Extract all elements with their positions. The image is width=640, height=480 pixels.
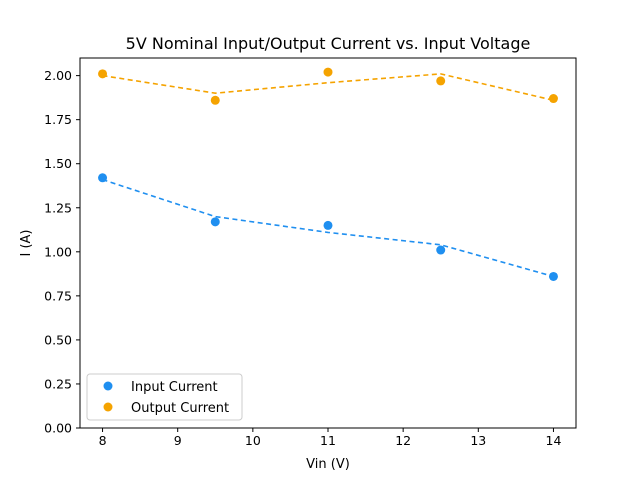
data-point-output-current — [323, 67, 333, 77]
y-tick-label: 0.25 — [44, 376, 72, 391]
legend-label-output-current: Output Current — [131, 401, 229, 416]
legend-label-input-current: Input Current — [131, 380, 218, 395]
data-point-input-current — [323, 220, 333, 230]
y-tick-label: 0.00 — [44, 421, 72, 436]
x-axis-label: Vin (V) — [306, 457, 350, 472]
data-point-input-current — [210, 217, 220, 227]
legend-box — [86, 373, 243, 421]
data-point-output-current — [98, 69, 108, 79]
y-tick-label: 0.75 — [44, 288, 72, 303]
data-point-output-current — [548, 94, 558, 104]
plot-area — [98, 67, 558, 281]
legend-marker-output-current — [103, 402, 113, 412]
x-tick-label: 12 — [395, 433, 411, 448]
fit-line-input-current — [102, 178, 554, 278]
plot-frame — [79, 57, 577, 429]
y-tick-label: 1.00 — [44, 244, 72, 259]
y-tick-label: 1.50 — [44, 156, 72, 171]
chart-title: 5V Nominal Input/Output Current vs. Inpu… — [126, 34, 531, 53]
y-tick-label: 1.25 — [44, 200, 72, 215]
x-tick-label: 13 — [470, 433, 486, 448]
x-tick-label: 14 — [546, 433, 562, 448]
y-tick-label: 0.50 — [44, 332, 72, 347]
x-tick-label: 9 — [174, 433, 182, 448]
x-tick-label: 10 — [245, 433, 261, 448]
y-tick-label: 2.00 — [44, 68, 72, 83]
axis-ticks: 8 9 10 11 12 13 14 0.00 0.25 0.50 0.75 1.00 1.25 1.50… — [44, 68, 561, 448]
legend-marker-input-current — [103, 381, 113, 391]
data-point-input-current — [436, 245, 446, 255]
y-tick-label: 1.75 — [44, 112, 72, 127]
x-tick-label: 11 — [320, 433, 336, 448]
y-axis-label: I (A) — [19, 229, 34, 256]
data-point-input-current — [98, 173, 108, 183]
data-point-input-current — [548, 271, 558, 281]
data-point-output-current — [210, 95, 220, 105]
legend: Input Current Output Current — [86, 373, 243, 421]
x-tick-label: 8 — [99, 433, 107, 448]
data-point-output-current — [436, 76, 446, 86]
